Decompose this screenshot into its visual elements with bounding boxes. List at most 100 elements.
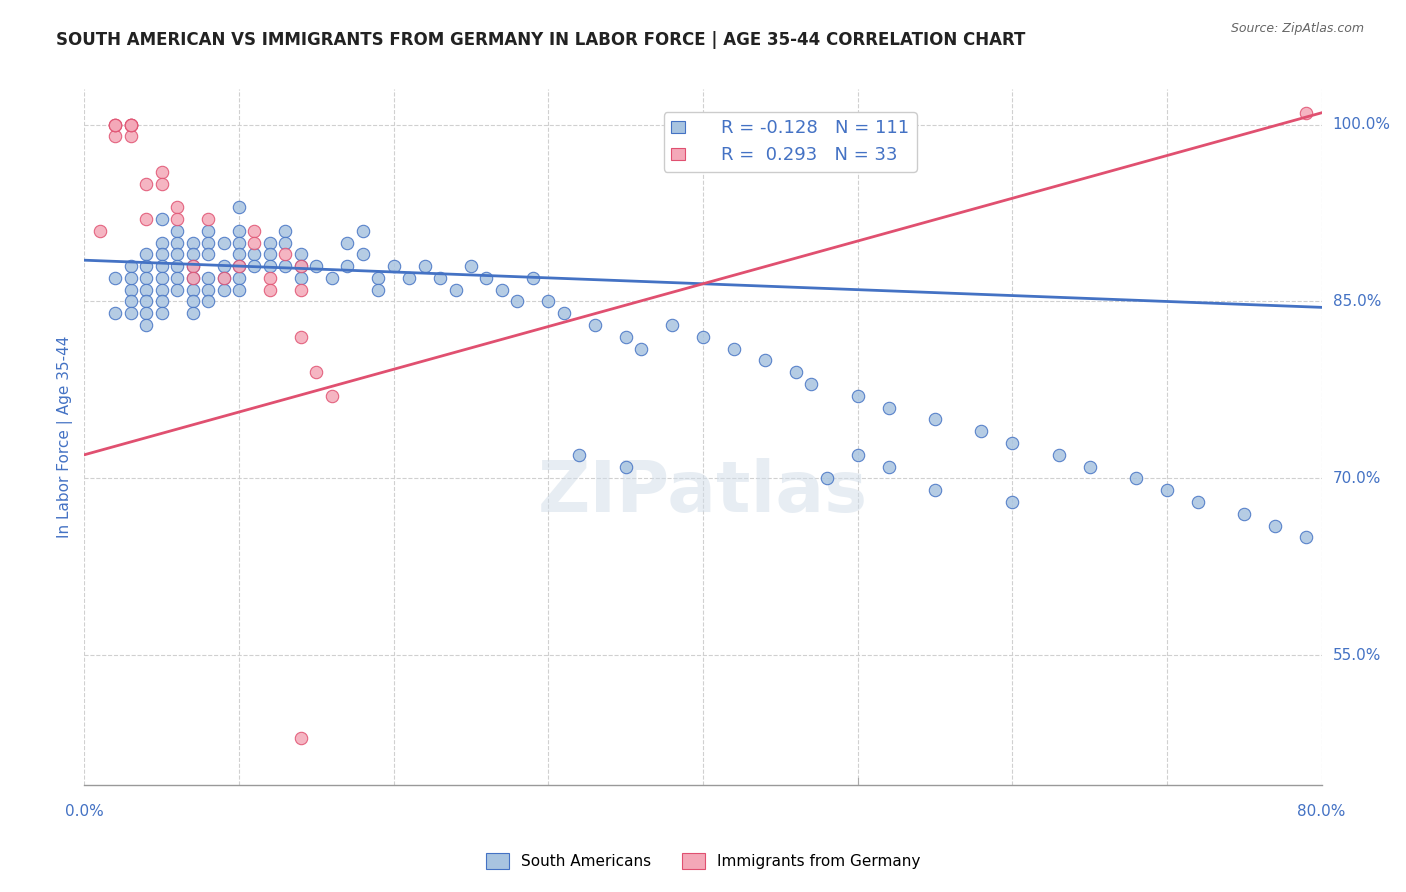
Point (800, 377, 823, 392)
Point (1001, 436, 1024, 450)
Point (166, 283, 188, 297)
Point (460, 259, 482, 273)
Point (120, 118, 142, 132)
Point (259, 235, 281, 250)
Text: 0.0%: 0.0% (65, 804, 104, 819)
Point (181, 271, 204, 285)
Point (181, 271, 204, 285)
Point (1187, 495, 1209, 509)
Point (367, 283, 389, 297)
Point (166, 271, 188, 285)
Legend: South Americans, Immigrants from Germany: South Americans, Immigrants from Germany (479, 847, 927, 875)
Point (398, 271, 420, 285)
Point (228, 271, 250, 285)
Point (723, 342, 745, 356)
Point (877, 401, 900, 415)
Point (135, 306, 157, 320)
Point (212, 235, 235, 250)
Point (336, 235, 359, 250)
Point (1295, 530, 1317, 544)
Point (120, 118, 142, 132)
Point (614, 330, 637, 344)
Point (815, 471, 838, 485)
Point (135, 211, 157, 226)
Point (259, 283, 281, 297)
Point (181, 259, 204, 273)
Y-axis label: In Labor Force | Age 35-44: In Labor Force | Age 35-44 (58, 336, 73, 538)
Point (166, 235, 188, 250)
Point (877, 459, 900, 474)
Point (135, 271, 157, 285)
Point (150, 247, 173, 261)
Point (1295, 105, 1317, 120)
Point (1233, 507, 1256, 521)
Point (413, 259, 436, 273)
Point (135, 259, 157, 273)
Point (135, 318, 157, 332)
Point (1001, 495, 1024, 509)
Point (104, 118, 127, 132)
Point (104, 118, 127, 132)
Point (120, 118, 142, 132)
Point (135, 247, 157, 261)
Point (290, 247, 312, 261)
Point (692, 330, 714, 344)
Point (290, 259, 312, 273)
Point (150, 283, 173, 297)
Point (259, 271, 281, 285)
Point (846, 389, 869, 403)
Point (290, 731, 312, 745)
Point (537, 294, 560, 309)
Point (197, 235, 219, 250)
Point (321, 271, 343, 285)
Point (104, 271, 127, 285)
Point (166, 259, 188, 273)
Point (846, 448, 869, 462)
Point (197, 224, 219, 238)
Text: 100.0%: 100.0% (1333, 117, 1391, 132)
Point (305, 365, 328, 379)
Text: ZIPatlas: ZIPatlas (538, 458, 868, 527)
Text: 85.0%: 85.0% (1333, 294, 1381, 309)
Point (754, 353, 776, 368)
Point (661, 318, 683, 332)
Point (228, 259, 250, 273)
Point (352, 247, 374, 261)
Point (212, 283, 235, 297)
Point (290, 259, 312, 273)
Point (228, 283, 250, 297)
Point (305, 259, 328, 273)
Point (104, 118, 127, 132)
Point (212, 271, 235, 285)
Point (352, 224, 374, 238)
Point (120, 294, 142, 309)
Point (135, 177, 157, 191)
Point (120, 129, 142, 144)
Point (197, 283, 219, 297)
Point (120, 259, 142, 273)
Point (243, 247, 266, 261)
Point (150, 259, 173, 273)
Point (135, 283, 157, 297)
Point (228, 224, 250, 238)
Point (274, 259, 297, 273)
Point (181, 247, 204, 261)
Point (274, 235, 297, 250)
Point (970, 424, 993, 438)
Point (228, 200, 250, 214)
Point (181, 306, 204, 320)
Point (568, 448, 591, 462)
Point (274, 224, 297, 238)
Point (120, 118, 142, 132)
Point (367, 271, 389, 285)
Point (166, 224, 188, 238)
Point (553, 306, 575, 320)
Point (583, 318, 606, 332)
Point (522, 271, 544, 285)
Point (150, 294, 173, 309)
Point (924, 412, 946, 426)
Point (150, 177, 173, 191)
Point (491, 283, 513, 297)
Point (243, 259, 266, 273)
Point (785, 365, 807, 379)
